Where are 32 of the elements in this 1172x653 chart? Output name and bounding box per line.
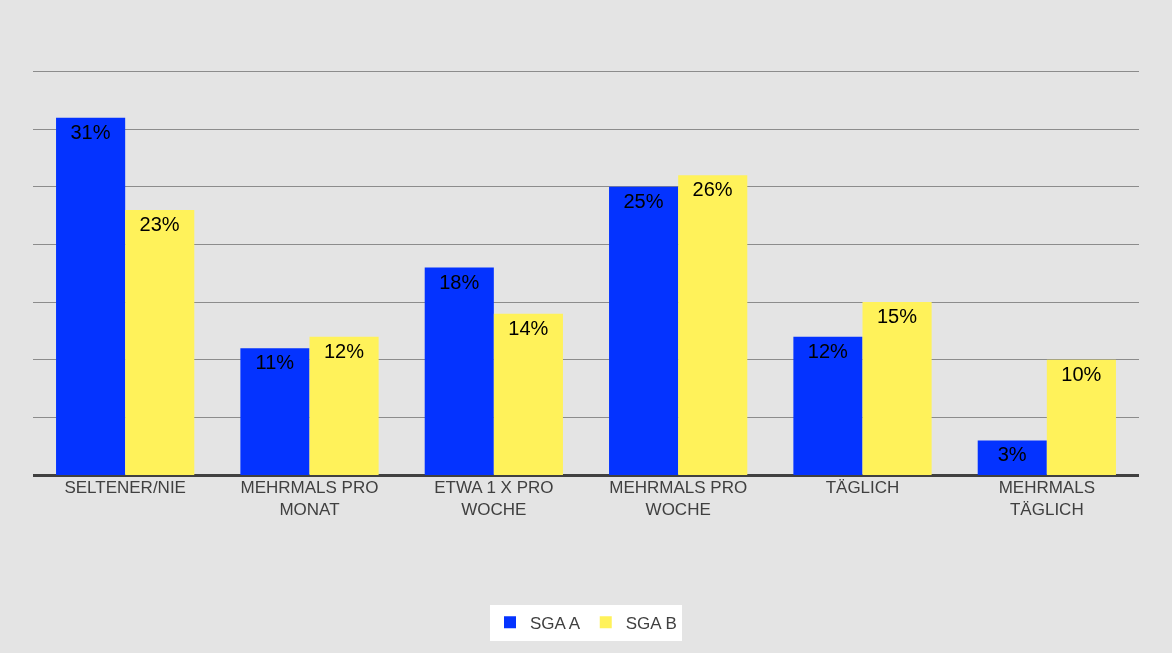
data-label: 14% xyxy=(508,316,549,339)
bar xyxy=(424,267,494,475)
bar xyxy=(609,186,679,475)
data-label: 23% xyxy=(139,212,180,235)
bar xyxy=(862,302,932,475)
bar xyxy=(793,336,863,475)
bar xyxy=(493,313,563,475)
data-label: 18% xyxy=(439,270,480,293)
data-label: 11% xyxy=(255,351,295,374)
data-label: 3% xyxy=(997,443,1027,466)
bar xyxy=(1046,359,1116,475)
bar xyxy=(56,117,126,475)
data-label: 15% xyxy=(876,305,918,328)
bar xyxy=(309,336,379,475)
legend-label: SGA A xyxy=(530,613,581,633)
bar xyxy=(678,175,748,475)
x-tick-label: TÄGLICH xyxy=(825,478,900,497)
data-label: 25% xyxy=(623,189,664,212)
x-tick-label: MEHRMALS PRO WOCHE xyxy=(609,478,748,520)
x-tick-label: ETWA 1 X PRO WOCHE xyxy=(434,478,554,520)
data-label: 26% xyxy=(692,178,733,201)
bar xyxy=(125,209,195,475)
legend-label: SGA B xyxy=(625,613,677,633)
data-label: 10% xyxy=(1061,362,1102,385)
bar xyxy=(240,348,310,475)
bar xyxy=(977,440,1047,475)
x-tick-label: MEHRMALS TÄGLICH xyxy=(998,478,1096,520)
data-label: 12% xyxy=(807,339,849,362)
data-label: 12% xyxy=(323,339,365,362)
x-tick-label: MEHRMALS PRO MONAT xyxy=(240,478,379,520)
data-label: 31% xyxy=(70,120,111,143)
x-tick-label: SELTENER/NIE xyxy=(64,478,186,497)
